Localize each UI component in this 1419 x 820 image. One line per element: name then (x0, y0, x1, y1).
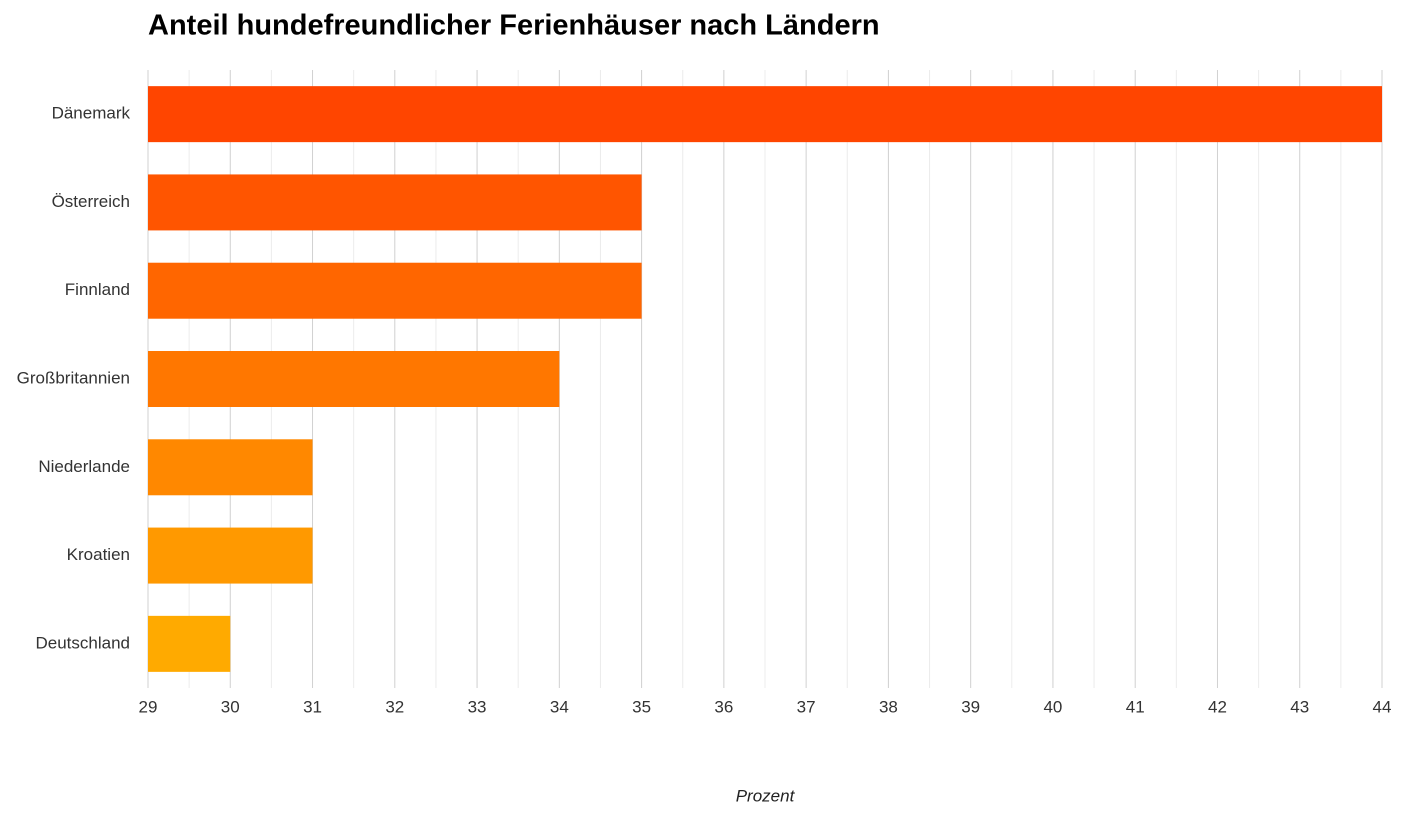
x-tick-label: 44 (1373, 697, 1392, 716)
y-tick-label: Österreich (52, 192, 130, 211)
y-tick-label: Kroatien (67, 545, 130, 564)
x-tick-label: 31 (303, 697, 322, 716)
x-tick-label: 34 (550, 697, 569, 716)
x-tick-label: 35 (632, 697, 651, 716)
x-tick-label: 43 (1290, 697, 1309, 716)
y-tick-label: Deutschland (35, 633, 130, 652)
x-tick-label: 37 (797, 697, 816, 716)
x-tick-label: 36 (714, 697, 733, 716)
bar (148, 351, 560, 407)
y-tick-label: Großbritannien (17, 368, 130, 387)
chart-title: Anteil hundefreundlicher Ferienhäuser na… (148, 10, 880, 42)
bar (148, 174, 642, 231)
x-tick-label: 39 (961, 697, 980, 716)
x-tick-label: 38 (879, 697, 898, 716)
x-tick-label: 32 (385, 697, 404, 716)
x-axis-label: Prozent (736, 786, 796, 805)
bar (148, 86, 1382, 143)
bar (148, 615, 231, 672)
x-tick-label: 29 (139, 697, 158, 716)
bar (148, 262, 642, 319)
y-tick-label: Finnland (65, 280, 130, 299)
x-tick-label: 41 (1126, 697, 1145, 716)
bar (148, 527, 313, 584)
x-tick-label: 33 (468, 697, 487, 716)
y-tick-label: Dänemark (52, 104, 131, 123)
bar (148, 439, 313, 496)
x-tick-label: 30 (221, 697, 240, 716)
x-tick-label: 42 (1208, 697, 1227, 716)
y-tick-label: Niederlande (38, 457, 130, 476)
x-tick-label: 40 (1043, 697, 1062, 716)
